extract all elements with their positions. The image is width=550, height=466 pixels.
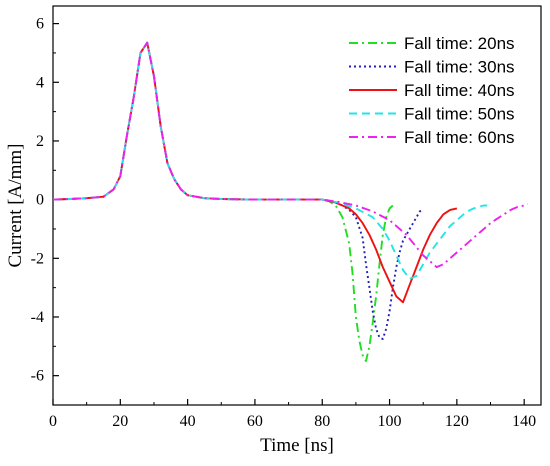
x-axis-title: Time [ns] bbox=[260, 435, 334, 456]
y-tick-label: 4 bbox=[36, 74, 44, 91]
y-tick-label: 6 bbox=[36, 16, 44, 33]
x-tick-label: 20 bbox=[112, 413, 128, 430]
x-tick-label: 100 bbox=[378, 413, 402, 430]
y-axis-title: Current [A/mm] bbox=[5, 143, 26, 267]
y-tick-label: -6 bbox=[31, 368, 44, 385]
series-layer bbox=[52, 41, 528, 362]
plot-area bbox=[52, 5, 542, 406]
x-tick-label: 80 bbox=[314, 413, 330, 430]
series-line-1 bbox=[52, 41, 394, 362]
y-tick-label: -2 bbox=[31, 250, 44, 267]
legend: Fall time: 20ns Fall time: 30ns Fall time:… bbox=[349, 34, 515, 147]
legend-label-3: Fall time: 40ns bbox=[404, 81, 515, 100]
y-axis: -6 -4 -2 0 2 4 6 bbox=[31, 16, 59, 385]
y-tick-label: -4 bbox=[31, 309, 44, 326]
series-line-2 bbox=[52, 41, 424, 340]
x-tick-label: 0 bbox=[49, 413, 57, 430]
x-tick-label: 140 bbox=[512, 413, 536, 430]
series-line-4 bbox=[52, 41, 488, 280]
y-tick-label: 0 bbox=[36, 192, 44, 209]
legend-label-4: Fall time: 50ns bbox=[404, 105, 515, 124]
legend-label-2: Fall time: 30ns bbox=[404, 58, 515, 77]
x-tick-label: 60 bbox=[247, 413, 263, 430]
legend-label-5: Fall time: 60ns bbox=[404, 128, 515, 147]
x-tick-label: 40 bbox=[180, 413, 196, 430]
series-line-5 bbox=[52, 41, 528, 269]
plot-frame bbox=[52, 5, 542, 406]
legend-label-1: Fall time: 20ns bbox=[404, 34, 515, 53]
y-tick-label: 2 bbox=[36, 133, 44, 150]
series-line-3 bbox=[52, 41, 458, 304]
x-tick-label: 120 bbox=[445, 413, 469, 430]
x-axis: 0 20 40 60 80 100 120 140 bbox=[49, 399, 536, 430]
